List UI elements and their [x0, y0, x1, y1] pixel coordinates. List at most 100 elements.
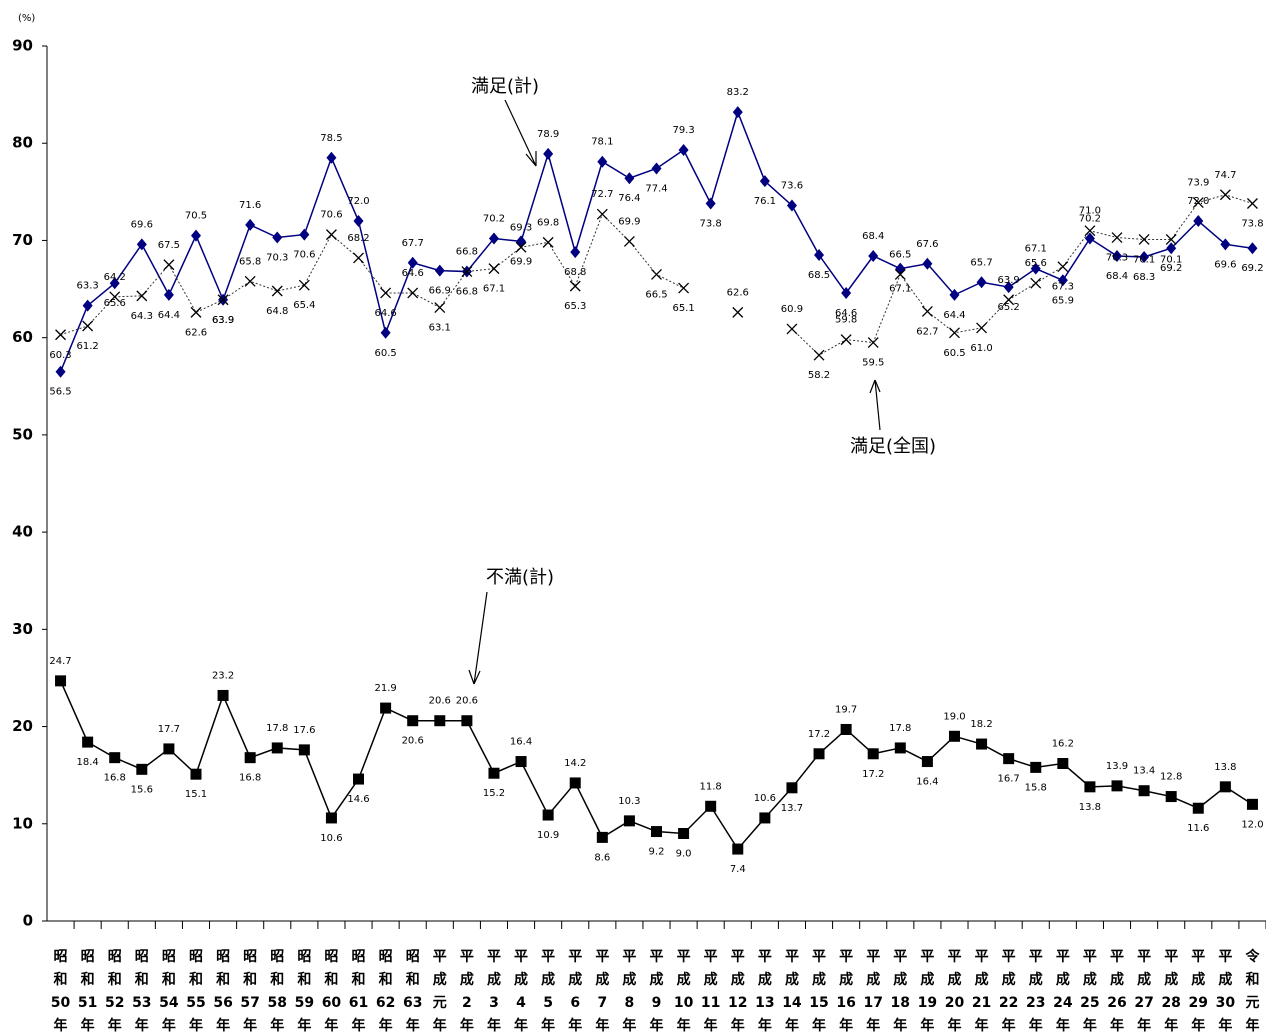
- series-line: [791, 194, 1253, 356]
- marker: [55, 329, 67, 341]
- value-label: 15.2: [483, 788, 505, 799]
- marker: [705, 800, 717, 812]
- marker: [1084, 225, 1096, 237]
- value-label: 16.8: [104, 773, 126, 784]
- value-label: 83.2: [727, 87, 749, 98]
- value-label: 13.4: [1133, 766, 1155, 777]
- value-label: 69.2: [1160, 263, 1182, 274]
- marker: [1057, 274, 1068, 287]
- marker: [623, 815, 635, 827]
- marker: [1030, 761, 1042, 773]
- marker: [1003, 753, 1015, 765]
- marker: [1165, 234, 1177, 245]
- value-label: 16.8: [239, 773, 261, 784]
- marker: [1138, 234, 1150, 245]
- marker: [570, 246, 581, 259]
- marker: [1111, 780, 1123, 792]
- value-label: 68.8: [564, 267, 586, 278]
- value-label: 67.7: [402, 238, 424, 249]
- x-tick-label: 平成 18 年: [891, 949, 910, 1034]
- value-label: 66.5: [645, 289, 667, 300]
- annotation: 不満(計): [486, 567, 554, 588]
- value-label: 19.0: [943, 711, 965, 722]
- marker: [271, 742, 283, 754]
- marker: [1112, 250, 1123, 262]
- value-label: 64.4: [158, 310, 180, 321]
- value-label: 66.8: [456, 247, 478, 258]
- marker: [298, 744, 310, 756]
- marker: [786, 323, 798, 335]
- y-tick-label: 60: [12, 328, 33, 346]
- y-tick-label: 80: [12, 134, 33, 152]
- arrow: [869, 379, 881, 431]
- value-label: 64.8: [266, 306, 288, 317]
- x-tick-label: 昭和 53 年: [132, 949, 151, 1034]
- value-label: 8.6: [594, 852, 610, 863]
- value-label: 65.4: [293, 300, 315, 311]
- x-tick-label: 昭和 61 年: [349, 949, 368, 1034]
- marker: [109, 291, 121, 303]
- marker: [651, 826, 662, 838]
- value-label: 67.1: [1025, 244, 1047, 255]
- value-label: 64.6: [835, 308, 857, 319]
- value-label: 67.5: [158, 240, 180, 251]
- value-label: 64.3: [131, 311, 153, 322]
- marker: [1030, 277, 1042, 289]
- value-label: 10.9: [537, 830, 559, 841]
- x-tick-label: 昭和 51 年: [78, 949, 97, 1034]
- marker: [271, 285, 283, 297]
- value-label: 64.6: [402, 268, 424, 279]
- x-tick-label: 平成 12 年: [728, 949, 747, 1034]
- x-tick-label: 平成 9 年: [650, 949, 664, 1034]
- marker: [732, 843, 744, 855]
- marker: [921, 305, 933, 317]
- marker: [488, 263, 500, 275]
- value-label: 79.3: [672, 125, 694, 136]
- x-tick-label: 平成 16 年: [836, 949, 855, 1034]
- value-label: 17.7: [158, 724, 180, 735]
- value-label: 67.3: [1052, 282, 1074, 293]
- x-tick-label: 平成 23 年: [1026, 949, 1045, 1034]
- value-label: 63.9: [212, 315, 234, 326]
- value-label: 76.4: [618, 193, 640, 204]
- value-label: 19.7: [835, 704, 857, 715]
- marker: [190, 229, 201, 242]
- x-tick-label: 昭和 50 年: [51, 949, 71, 1034]
- value-label: 62.7: [916, 326, 938, 337]
- value-label: 65.6: [104, 298, 126, 309]
- marker: [894, 742, 906, 754]
- value-label: 68.5: [808, 270, 830, 281]
- marker: [678, 144, 689, 157]
- value-label: 68.4: [1106, 271, 1128, 282]
- marker: [1084, 232, 1095, 245]
- value-label: 63.9: [212, 315, 234, 326]
- x-tick-label: 平成 24 年: [1053, 949, 1073, 1034]
- value-label: 66.8: [456, 287, 478, 298]
- value-label: 67.1: [483, 284, 505, 295]
- value-label: 60.3: [49, 350, 71, 361]
- marker: [434, 715, 446, 727]
- x-tick-label: 昭和 54 年: [159, 949, 179, 1034]
- marker: [1003, 294, 1015, 306]
- value-label: 62.6: [727, 287, 749, 298]
- value-label: 14.2: [564, 758, 586, 769]
- marker: [326, 151, 337, 164]
- value-label: 20.6: [456, 696, 478, 707]
- value-label: 66.5: [889, 249, 911, 260]
- value-label: 16.4: [916, 777, 938, 788]
- value-label: 21.9: [374, 683, 396, 694]
- marker: [1247, 198, 1258, 209]
- marker: [569, 777, 581, 789]
- marker: [1166, 242, 1177, 255]
- marker: [678, 828, 690, 839]
- marker: [353, 252, 364, 264]
- marker: [813, 349, 825, 361]
- value-label: 69.6: [1214, 259, 1236, 270]
- value-label: 70.6: [293, 250, 315, 261]
- marker: [55, 675, 67, 687]
- y-tick-label: 40: [12, 523, 33, 541]
- x-tick-label: 平成 14 年: [782, 949, 802, 1034]
- y-tick-label: 90: [12, 37, 33, 55]
- marker: [380, 326, 391, 339]
- marker: [461, 715, 473, 727]
